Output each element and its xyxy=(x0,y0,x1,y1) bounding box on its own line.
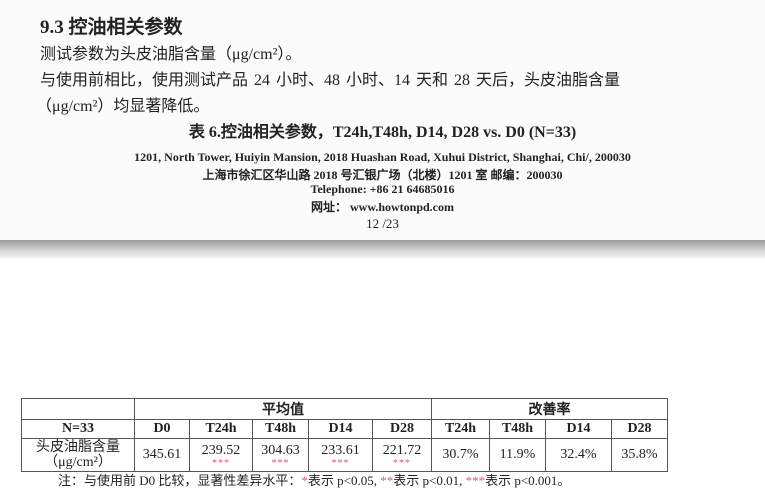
cell-mean: 233.61 *** xyxy=(308,438,373,472)
significance-marker: *** xyxy=(212,457,230,469)
footer-address-cn: 上海市徐汇区华山路 2018 号汇银广场（北楼）1201 室 邮编：200030 xyxy=(202,168,563,182)
page-separator xyxy=(0,240,765,258)
paragraph: 测试参数为头皮油脂含量（μg/cm²）。 xyxy=(40,46,302,63)
cell-improve: 32.4% xyxy=(545,438,612,472)
col-header: D28 xyxy=(372,419,432,439)
document-page-12: 9.3 控油相关参数 测试参数为头皮油脂含量（μg/cm²）。 与使用前相比，使… xyxy=(0,0,765,240)
col-header: D0 xyxy=(134,419,190,439)
col-header: T24h xyxy=(189,419,253,439)
page-number: 12 /23 xyxy=(366,216,399,231)
footer-address-en: 1201, North Tower, Huiyin Mansion, 2018 … xyxy=(134,150,631,164)
col-header: T24h xyxy=(431,419,490,439)
footer-telephone: Telephone: +86 21 64685016 xyxy=(310,182,455,196)
footer-website: 网址： www.howtonpd.com xyxy=(310,200,455,214)
cell-improve: 35.8% xyxy=(611,438,668,472)
col-header: T48h xyxy=(489,419,546,439)
header-mean: 平均值 xyxy=(134,398,432,420)
row-label: 头皮油脂含量 （μg/cm²） xyxy=(21,438,135,472)
col-header: D14 xyxy=(308,419,373,439)
table-note: 注：与使用前 D0 比较，显著性差异水平：*表示 p<0.05, **表示 p<… xyxy=(58,473,571,488)
n-label: N=33 xyxy=(21,419,135,439)
header-improvement: 改善率 xyxy=(431,398,668,420)
significance-marker: *** xyxy=(393,457,411,469)
cell-mean: 345.61 xyxy=(134,438,190,472)
significance-marker: *** xyxy=(331,457,350,469)
cell-mean: 239.52 *** xyxy=(189,438,253,472)
cell-improve: 11.9% xyxy=(489,438,546,472)
oil-control-table: 平均值 改善率 N=33 D0 T24h T48h D14 D28 T24h T… xyxy=(21,398,668,472)
section-title: 9.3 控油相关参数 xyxy=(40,17,183,38)
table-row: 头皮油脂含量 （μg/cm²） 345.61 239.52 *** 304.63 **… xyxy=(21,438,668,472)
col-header: D14 xyxy=(545,419,612,439)
cell-improve: 30.7% xyxy=(431,438,490,472)
paragraph: 与使用前相比，使用测试产品 24 小时、48 小时、14 天和 28 天后，头皮… xyxy=(40,72,621,89)
paragraph: （μg/cm²）均显著降低。 xyxy=(36,98,210,115)
cell-mean: 304.63 *** xyxy=(252,438,309,472)
document-page-13: 平均值 改善率 N=33 D0 T24h T48h D14 D28 T24h T… xyxy=(0,258,765,496)
significance-marker: *** xyxy=(271,457,290,469)
cell-mean: 221.72 *** xyxy=(372,438,432,472)
table-caption: 表 6.控油相关参数，T24h,T48h, D14, D28 vs. D0 (N… xyxy=(188,124,577,141)
col-header: D28 xyxy=(611,419,668,439)
col-header: T48h xyxy=(252,419,309,439)
